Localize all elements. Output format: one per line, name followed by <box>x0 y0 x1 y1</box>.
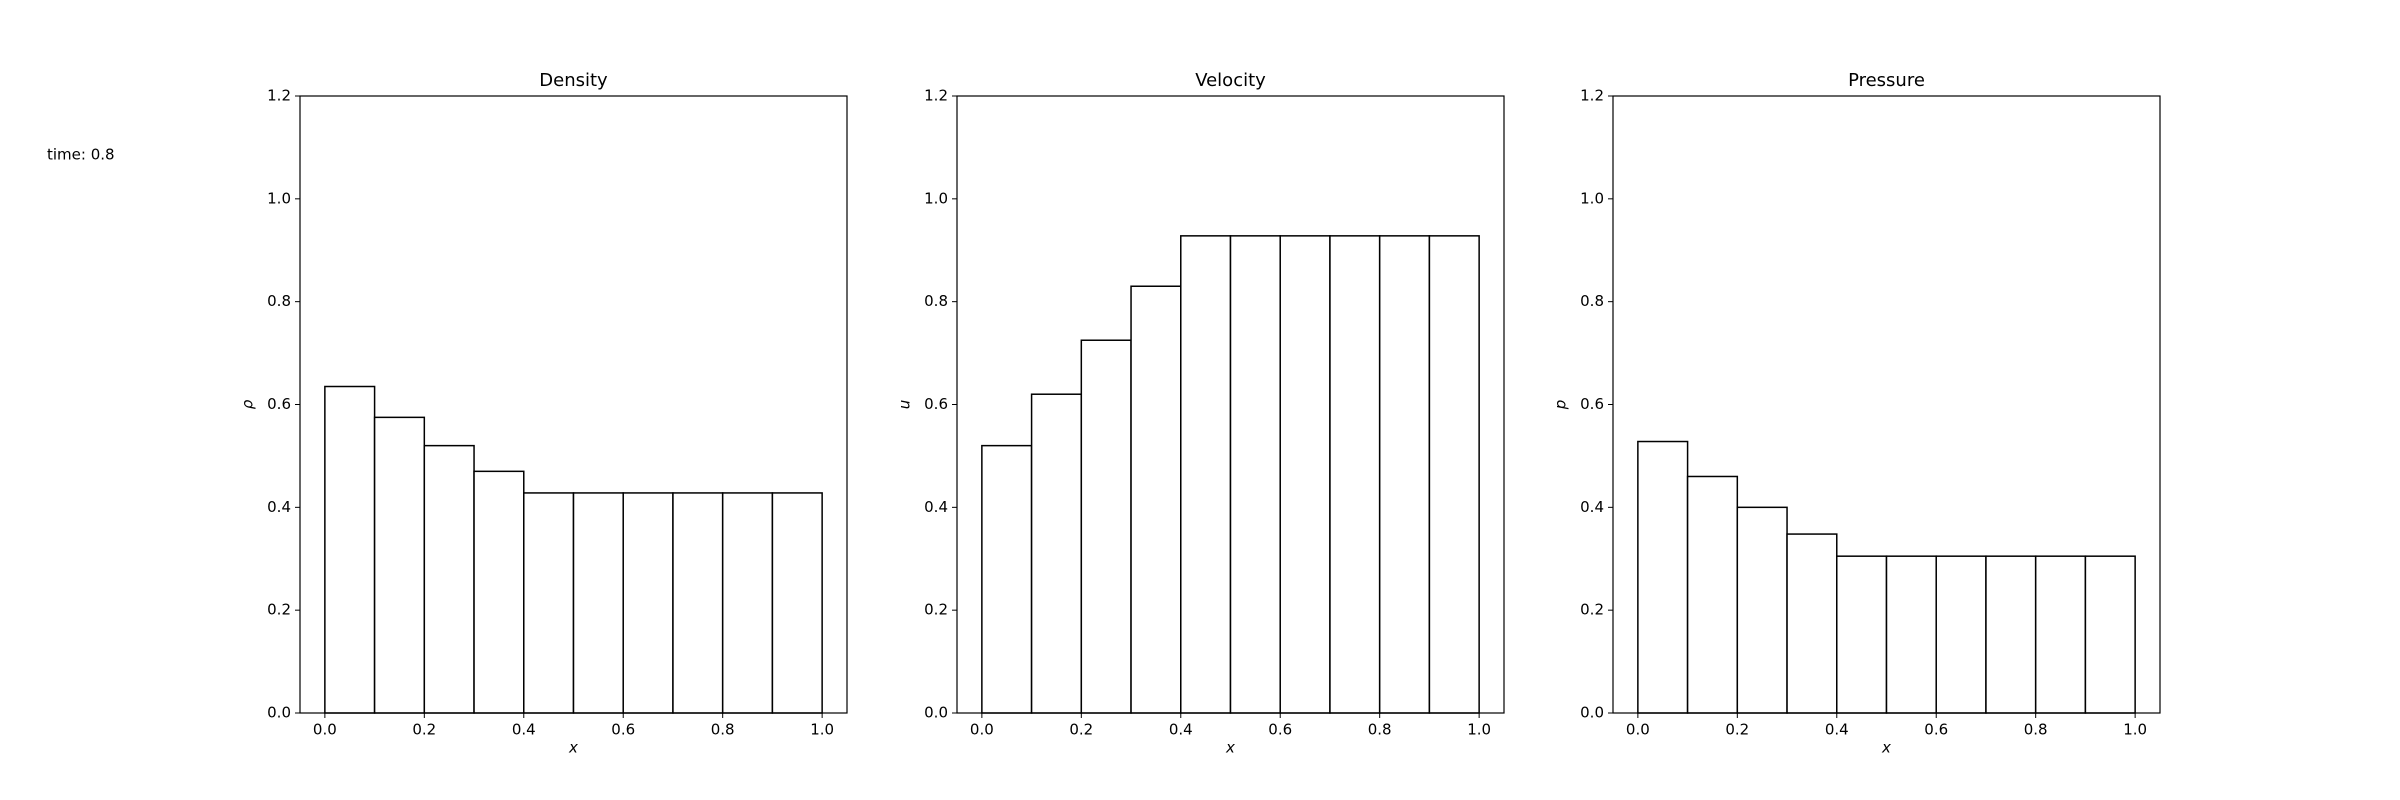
y-tick-label: 0.8 <box>924 292 948 310</box>
x-axis-label: x <box>1881 739 1891 757</box>
y-tick-label: 0.8 <box>267 292 291 310</box>
x-tick-label: 0.2 <box>412 721 436 739</box>
bar <box>1885 555 1937 714</box>
y-tick-label: 1.0 <box>924 189 948 207</box>
bar <box>1329 235 1381 714</box>
y-tick-label: 0.6 <box>924 395 948 413</box>
y-axis-label: ρ <box>239 399 257 409</box>
bar <box>1686 475 1739 714</box>
bar <box>1080 339 1132 714</box>
y-tick-label: 1.2 <box>1580 87 1604 105</box>
x-tick-label: 0.6 <box>1268 721 1292 739</box>
bar <box>1935 555 1987 714</box>
chart-title: Density <box>539 70 608 91</box>
bar <box>721 492 774 714</box>
x-tick-label: 0.8 <box>2024 721 2048 739</box>
bar <box>1736 506 1788 714</box>
y-tick-label: 1.2 <box>267 87 291 105</box>
bar <box>2034 555 2087 714</box>
bar <box>2084 555 2136 714</box>
x-tick-label: 0.2 <box>1725 721 1749 739</box>
y-tick-label: 0.0 <box>267 704 291 722</box>
x-tick-label: 0.8 <box>711 721 735 739</box>
x-axis-label: x <box>1225 739 1235 757</box>
x-tick-label: 0.6 <box>611 721 635 739</box>
x-tick-label: 0.4 <box>512 721 536 739</box>
x-tick-label: 0.0 <box>1626 721 1650 739</box>
bar <box>373 416 426 714</box>
y-tick-label: 0.2 <box>924 601 948 619</box>
y-tick-label: 0.4 <box>924 498 948 516</box>
y-axis-label: u <box>896 400 914 410</box>
y-tick-label: 0.2 <box>267 601 291 619</box>
bar <box>1786 533 1838 714</box>
y-tick-label: 1.0 <box>267 189 291 207</box>
x-tick-label: 0.2 <box>1069 721 1093 739</box>
x-tick-label: 1.0 <box>810 721 834 739</box>
bar <box>1378 235 1431 714</box>
y-tick-label: 0.2 <box>1580 601 1604 619</box>
bar <box>1180 235 1232 714</box>
bar <box>1637 440 1689 714</box>
chart-title: Velocity <box>1195 70 1266 91</box>
y-tick-label: 1.2 <box>924 87 948 105</box>
x-tick-label: 1.0 <box>1467 721 1491 739</box>
bar <box>1428 235 1480 714</box>
x-tick-label: 0.0 <box>313 721 337 739</box>
x-tick-label: 1.0 <box>2123 721 2147 739</box>
bar <box>1836 555 1888 714</box>
time-label: time: 0.8 <box>47 146 115 164</box>
bar <box>622 492 674 714</box>
y-tick-label: 0.4 <box>1580 498 1604 516</box>
bar <box>1130 285 1182 714</box>
bar <box>523 492 575 714</box>
y-tick-label: 0.8 <box>1580 292 1604 310</box>
bar <box>572 492 624 714</box>
x-tick-label: 0.8 <box>1368 721 1392 739</box>
bar <box>1229 235 1281 714</box>
bar <box>423 444 475 714</box>
bar <box>324 385 376 714</box>
chart-title: Pressure <box>1848 70 1925 91</box>
y-tick-label: 0.4 <box>267 498 291 516</box>
x-tick-label: 0.6 <box>1924 721 1948 739</box>
bar <box>771 492 823 714</box>
bar <box>672 492 724 714</box>
bar <box>473 470 525 714</box>
y-axis-label: p <box>1552 400 1570 411</box>
x-tick-label: 0.4 <box>1825 721 1849 739</box>
bar <box>1030 393 1083 714</box>
y-tick-label: 0.0 <box>924 704 948 722</box>
y-tick-label: 1.0 <box>1580 189 1604 207</box>
y-tick-label: 0.6 <box>267 395 291 413</box>
x-tick-label: 0.0 <box>970 721 994 739</box>
bar <box>1985 555 2037 714</box>
y-tick-label: 0.0 <box>1580 704 1604 722</box>
bar <box>1279 235 1331 714</box>
bar <box>981 444 1033 714</box>
y-tick-label: 0.6 <box>1580 395 1604 413</box>
x-tick-label: 0.4 <box>1169 721 1193 739</box>
x-axis-label: x <box>568 739 578 757</box>
